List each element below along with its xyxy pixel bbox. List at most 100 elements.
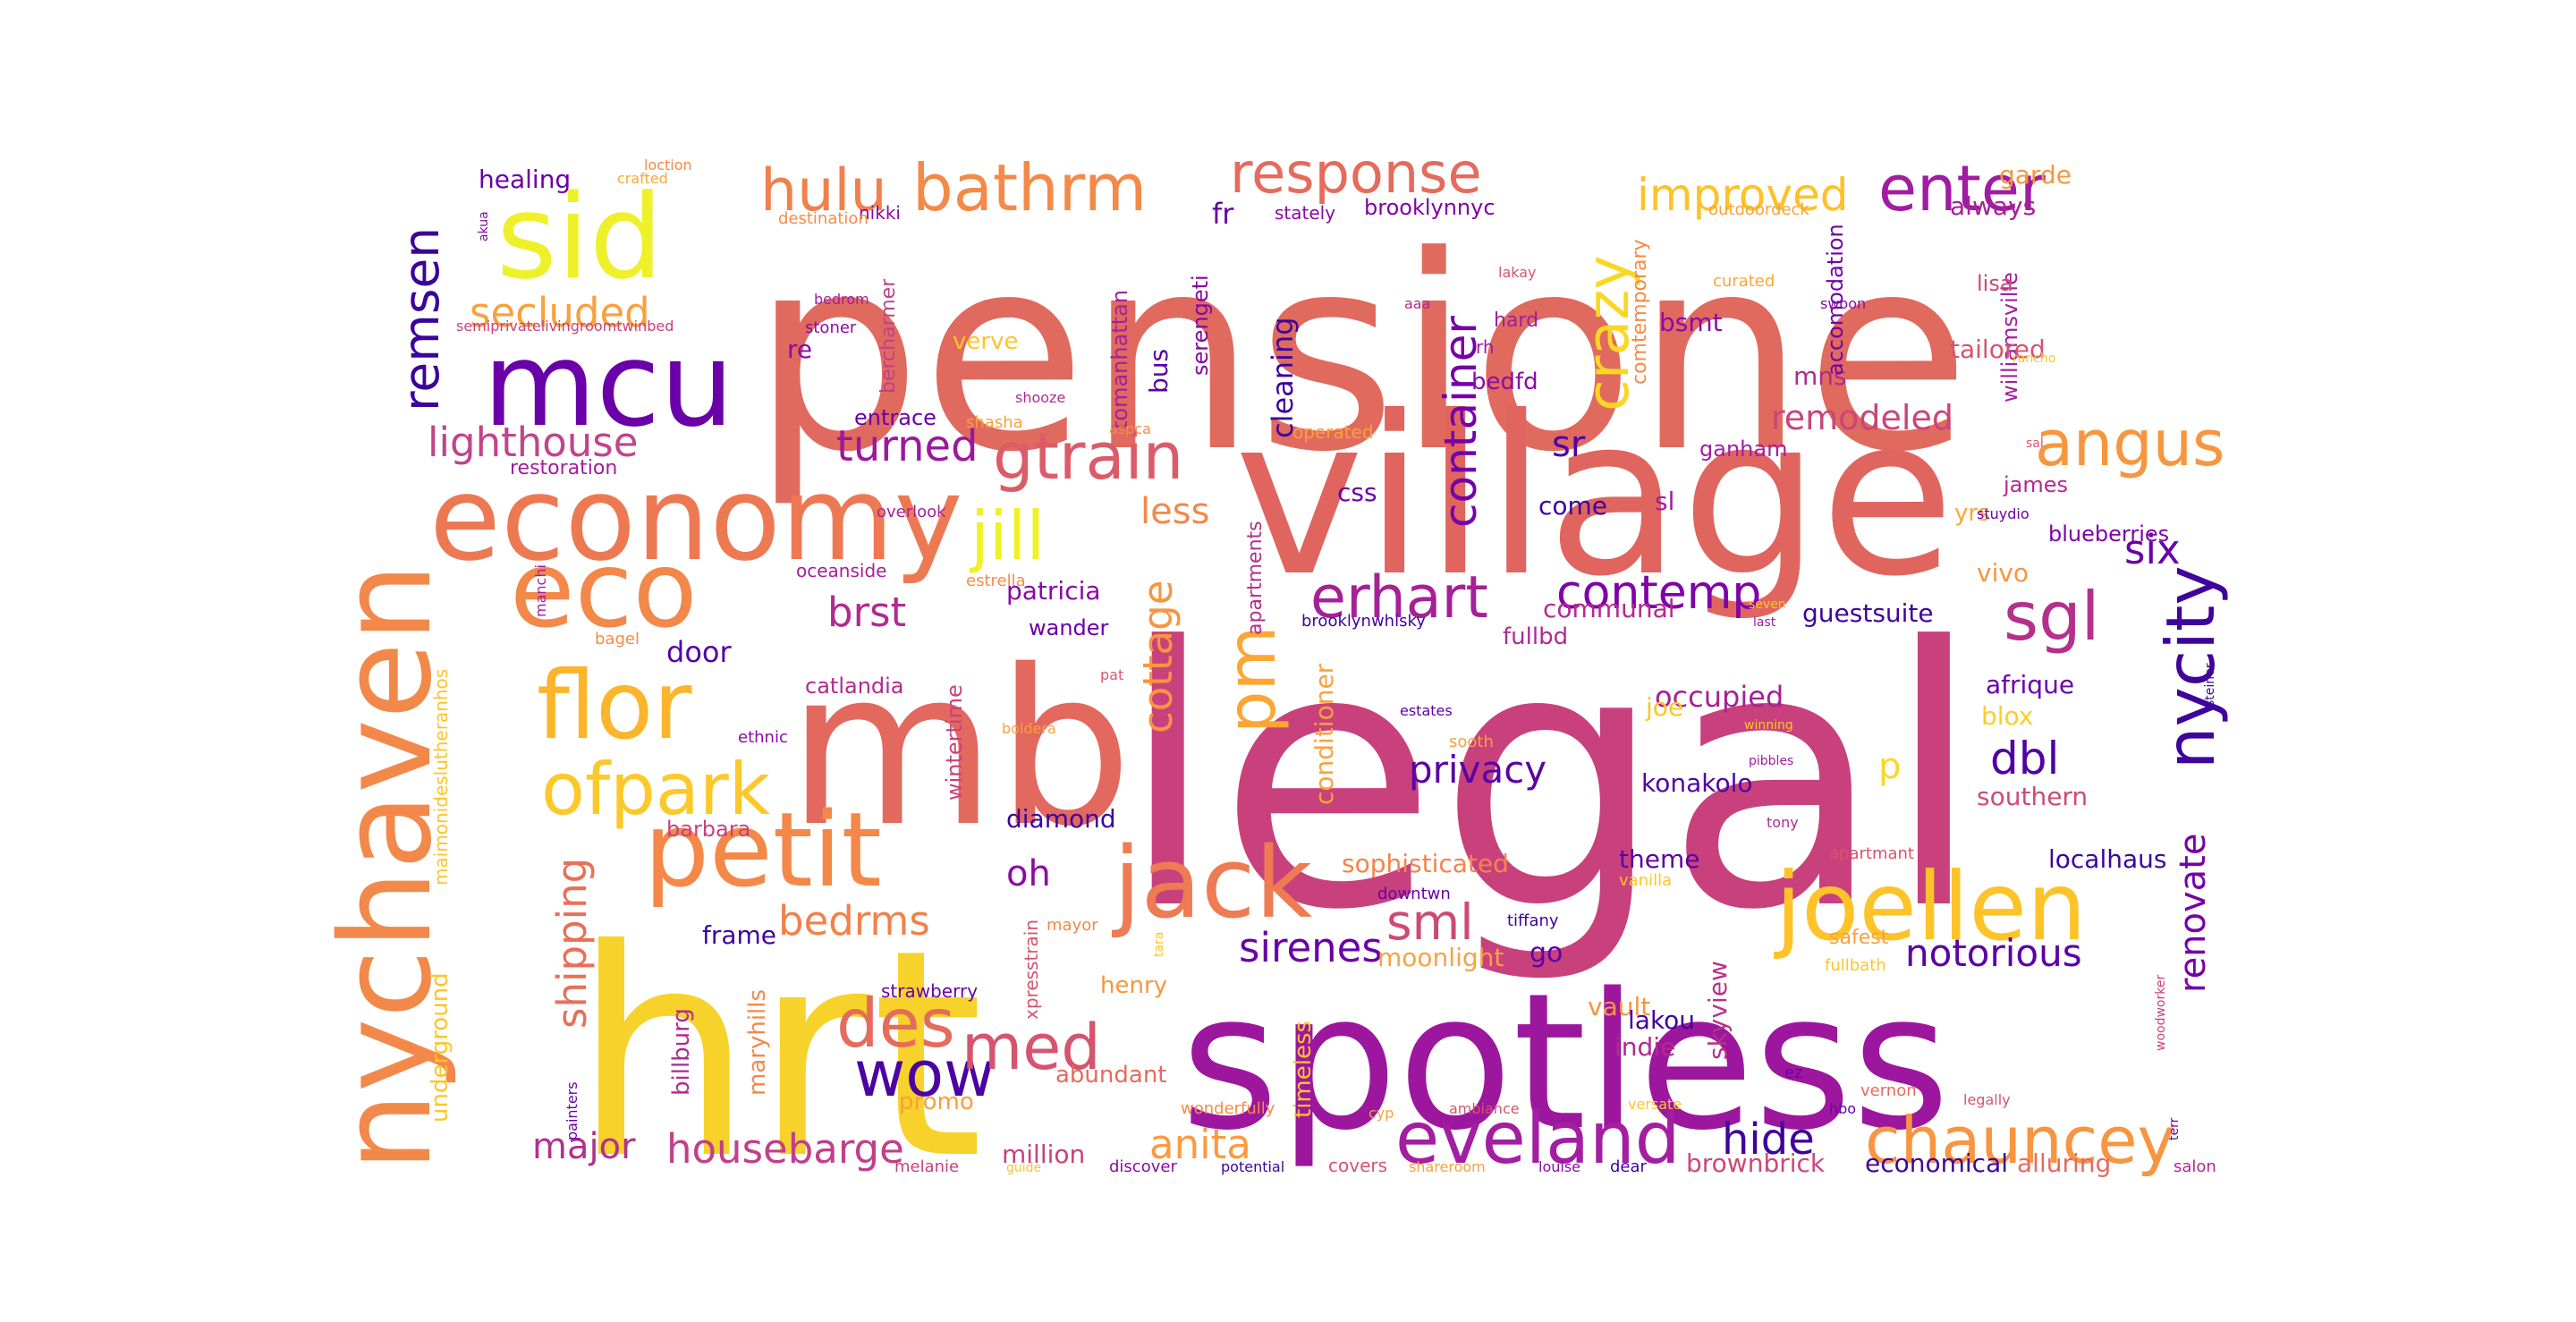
word-sr: sr xyxy=(1552,424,1586,465)
word-lakay: lakay xyxy=(1498,264,1537,281)
word-shareroom: shareroom xyxy=(1409,1158,1486,1175)
word-accomodation: accomodation xyxy=(1823,224,1848,376)
word-mns: mns xyxy=(1793,361,1847,391)
word-crazy: crazy xyxy=(1575,255,1642,411)
word-indie: indie xyxy=(1614,1032,1675,1062)
word-six: six xyxy=(2124,526,2181,573)
word-estates: estates xyxy=(1400,702,1453,719)
word-response: response xyxy=(1230,140,1482,206)
word-brownbrick: brownbrick xyxy=(1686,1148,1826,1178)
word-patricia: patricia xyxy=(1006,576,1101,606)
word-verve: verve xyxy=(953,328,1018,355)
word-bsmt: bsmt xyxy=(1659,308,1723,337)
word-nycity: nycity xyxy=(2151,565,2230,769)
word-salon: salon xyxy=(2174,1157,2216,1176)
word-versate: versate xyxy=(1628,1096,1682,1113)
word-go: go xyxy=(1530,937,1563,969)
word-improved: improved xyxy=(1637,169,1848,221)
word-frame: frame xyxy=(702,920,776,950)
word-tiffany: tiffany xyxy=(1507,911,1559,930)
word-terr: terr xyxy=(2167,1117,2182,1140)
word-nikki: nikki xyxy=(859,202,901,224)
word-remsen: remsen xyxy=(393,227,450,411)
word-bus: bus xyxy=(1144,349,1174,394)
word-spotless: spotless xyxy=(1181,953,1950,1172)
word-mcu: mcu xyxy=(483,317,734,453)
word-pm: pm xyxy=(1212,625,1291,733)
word-loction: loction xyxy=(644,157,692,174)
word-rancho: rancho xyxy=(2012,352,2055,366)
word-boldera: boldera xyxy=(1002,720,1056,737)
word-bercharmer: bercharmer xyxy=(877,278,900,394)
word-bathrm: bathrm xyxy=(912,150,1147,225)
word-crafted: crafted xyxy=(617,170,668,187)
word-hide: hide xyxy=(1722,1114,1815,1165)
word-louise: louise xyxy=(1538,1158,1580,1175)
word-sirenes: sirenes xyxy=(1239,924,1383,971)
word-xpresstrain: xpresstrain xyxy=(1021,919,1042,1020)
word-enter: enter xyxy=(1878,152,2046,225)
word-bedrms: bedrms xyxy=(778,897,930,945)
word-localhaus: localhaus xyxy=(2048,844,2166,874)
word-stoner: stoner xyxy=(805,318,857,337)
word-curated: curated xyxy=(1713,272,1775,291)
word-legally: legally xyxy=(1963,1091,2011,1108)
word-major: major xyxy=(532,1126,636,1167)
word-seven: seven xyxy=(1749,597,1786,612)
word-fr: fr xyxy=(1212,197,1234,231)
word-serengeti: serengeti xyxy=(1188,275,1213,376)
word-sgl: sgl xyxy=(2004,577,2100,656)
word-joellen: joellen xyxy=(1774,852,2087,962)
word-akua: akua xyxy=(477,211,491,242)
word-strawberry: strawberry xyxy=(881,980,978,1002)
word-ethnic: ethnic xyxy=(738,728,788,747)
word-bagel: bagel xyxy=(595,630,640,648)
word-aaa: aaa xyxy=(1404,295,1430,312)
word-restoration: restoration xyxy=(510,457,617,479)
word-jill: jill xyxy=(969,496,1045,575)
word-fullbath: fullbath xyxy=(1825,956,1886,975)
word-mayor: mayor xyxy=(1046,916,1098,935)
word-blox: blox xyxy=(1981,701,2033,731)
word-flor: flor xyxy=(537,651,692,760)
word-vivo: vivo xyxy=(1977,558,2029,588)
word-sl: sl xyxy=(1655,487,1674,516)
word-blueberries: blueberries xyxy=(2048,521,2169,547)
word-vanilla: vanilla xyxy=(1619,871,1672,890)
word-painters: painters xyxy=(564,1081,580,1140)
word-joe: joe xyxy=(1645,692,1683,722)
word-entrace: entrace xyxy=(854,405,936,430)
word-brooklynnyc: brooklynnyc xyxy=(1364,195,1496,220)
word-vault: vault xyxy=(1588,992,1650,1021)
word-million: million xyxy=(1002,1140,1085,1169)
word-pat: pat xyxy=(1100,666,1123,683)
word-pibbles: pibbles xyxy=(1749,754,1793,768)
word-diamond: diamond xyxy=(1006,804,1116,834)
word-fullbd: fullbd xyxy=(1503,623,1568,650)
word-williamsville: williamsville xyxy=(1997,272,2022,403)
word-p: p xyxy=(1878,746,1901,787)
word-aspca: aspca xyxy=(1109,420,1151,437)
word-melanie: melanie xyxy=(894,1157,959,1176)
word-nychaven: nychaven xyxy=(314,563,460,1172)
word-outdoordeck: outdoordeck xyxy=(1708,200,1809,219)
word-sooth: sooth xyxy=(1449,733,1494,751)
word-barbara: barbara xyxy=(666,817,750,842)
word-turned: turned xyxy=(836,421,979,471)
word-med: med xyxy=(962,1011,1101,1084)
word-brst: brst xyxy=(827,589,906,636)
word-occupied: occupied xyxy=(1655,680,1784,714)
word-mb: mb xyxy=(787,623,1132,874)
word-apartments: apartments xyxy=(1244,521,1267,635)
word-conditioner: conditioner xyxy=(1309,663,1339,805)
word-pensione: pensione xyxy=(751,199,1970,511)
word-yrs: yrs xyxy=(1954,500,1990,527)
word-shooze: shooze xyxy=(1015,389,1065,406)
word-lisa: lisa xyxy=(1977,271,2013,296)
word-lighthouse: lighthouse xyxy=(428,419,638,466)
word-skyview: skyview xyxy=(1703,961,1733,1060)
word-hard: hard xyxy=(1494,309,1538,332)
word-catlandia: catlandia xyxy=(805,674,904,699)
